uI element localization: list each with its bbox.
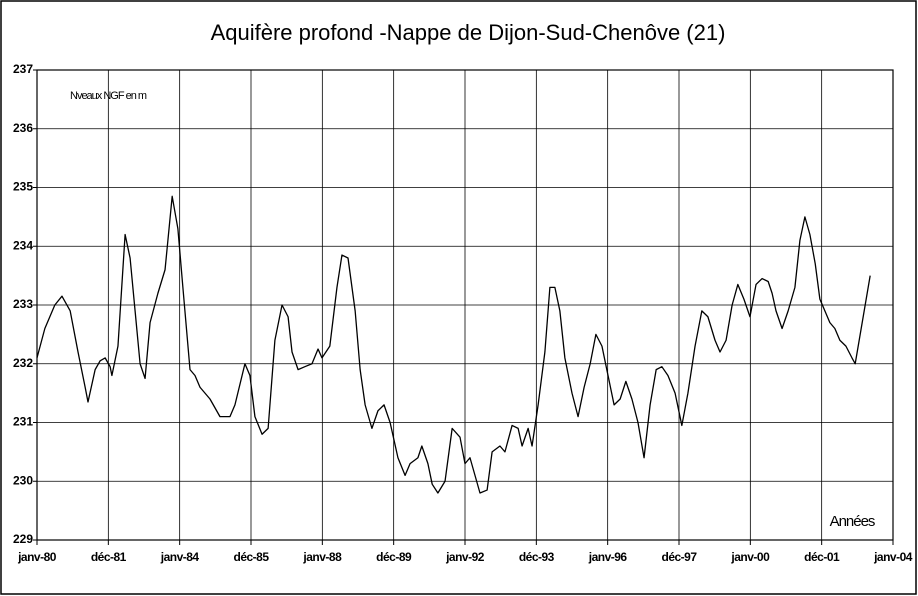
data-line: [36, 195, 871, 494]
y-tick-label: 235: [13, 180, 33, 194]
y-tick-label: 236: [13, 121, 33, 135]
x-tick-label: janv-84: [160, 550, 200, 564]
x-tick-label: déc-81: [91, 550, 127, 564]
x-tick-label: déc-93: [519, 550, 555, 564]
x-tick-label: janv-88: [302, 550, 342, 564]
y-tick-label: 234: [13, 238, 33, 252]
y-tick-label: 232: [13, 356, 33, 370]
chart-title: Aquifère profond -Nappe de Dijon-Sud-Che…: [211, 20, 726, 45]
y-tick-label: 229: [13, 532, 33, 546]
x-tick-label: déc-89: [376, 550, 412, 564]
x-tick-label: janv-00: [730, 550, 770, 564]
x-tick-label: janv-80: [17, 550, 57, 564]
x-tick-label: déc-01: [804, 550, 840, 564]
x-tick-label: déc-97: [661, 550, 697, 564]
y-tick-label: 231: [13, 415, 33, 429]
x-tick-label: janv-04: [873, 550, 913, 564]
y-tick-label: 233: [13, 297, 33, 311]
x-axis-label: Années: [830, 513, 875, 530]
x-tick-label: janv-96: [588, 550, 628, 564]
y-tick-label: 237: [13, 62, 33, 76]
plot-area: [36, 69, 894, 541]
y-axis-label: Nveaux NGF en m: [70, 90, 147, 102]
x-tick-label: déc-85: [233, 550, 269, 564]
x-tick-label: janv-92: [445, 550, 485, 564]
y-tick-label: 230: [13, 473, 33, 487]
